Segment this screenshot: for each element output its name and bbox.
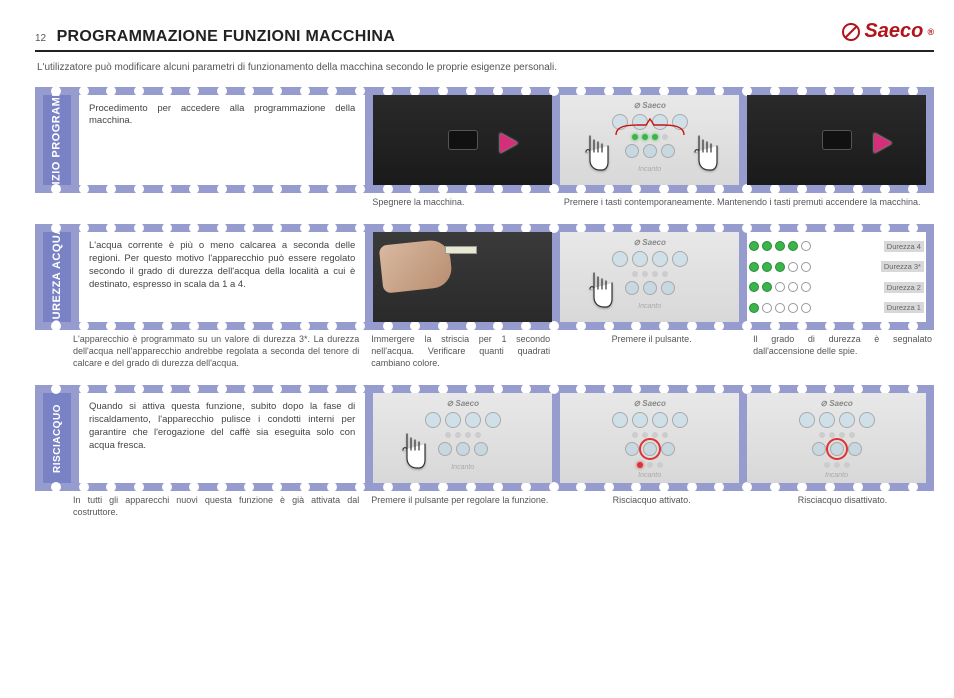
- section-text: Procedimento per accedere alla programma…: [79, 95, 365, 137]
- page-number: 12: [35, 33, 46, 44]
- section-tab: RISCIACQUO: [43, 393, 71, 483]
- section-tab: INIZIO PROGRAMM.: [43, 95, 71, 185]
- hand-icon: [578, 132, 612, 178]
- page-title: PROGRAMMAZIONE FUNZIONI MACCHINA: [57, 28, 395, 45]
- brand-logo: Saeco®: [842, 20, 934, 43]
- caption: Premere il pulsante.: [560, 334, 743, 369]
- bracket-icon: [610, 117, 690, 141]
- caption: In tutti gli apparecchi nuovi questa fun…: [71, 495, 361, 518]
- section-risciacquo: RISCIACQUO Quando si attiva questa funzi…: [35, 385, 934, 518]
- section-inizio-programm: INIZIO PROGRAMM. Procedimento per accede…: [35, 87, 934, 209]
- hand-icon: [582, 269, 616, 315]
- durezza-chart: Durezza 4 Durezza 3* Durezza 2 Durezza 1: [747, 232, 926, 322]
- section-text: Quando si attiva questa funzione, subito…: [79, 393, 365, 460]
- illustration-panel-activated: ⊘ Saeco Incanto: [560, 393, 739, 483]
- caption: Il grado di durezza è segnalato dall'acc…: [751, 334, 934, 369]
- durezza-row: Durezza 4: [749, 241, 924, 252]
- caption: Risciacquo attivato.: [560, 495, 743, 518]
- caption: Immergere la striscia per 1 secondo nell…: [369, 334, 552, 369]
- section-durezza-acqua: DUREZZA ACQUA L'acqua corrente è più o m…: [35, 224, 934, 369]
- hand-icon: [687, 132, 721, 178]
- illustration-machine-on: [747, 95, 926, 185]
- section-text: L'acqua corrente è più o meno calcarea a…: [79, 232, 365, 299]
- caption: Spegnere la macchina.: [370, 197, 554, 209]
- intro-text: L'utilizzatore può modificare alcuni par…: [37, 62, 934, 73]
- caption: L'apparecchio è programmato su un valore…: [71, 334, 361, 369]
- caption: Premere i tasti contemporaneamente. Mant…: [562, 197, 934, 209]
- durezza-row: Durezza 1: [749, 302, 924, 313]
- caption: Premere il pulsante per regolare la funz…: [369, 495, 552, 518]
- hand-icon: [395, 430, 429, 476]
- illustration-machine-off: [373, 95, 552, 185]
- film-sprockets: [35, 184, 934, 194]
- caption: Risciacquo disattivato.: [751, 495, 934, 518]
- section-tab: DUREZZA ACQUA: [43, 232, 71, 322]
- illustration-water-strip: [373, 232, 552, 322]
- durezza-row: Durezza 3*: [749, 261, 924, 272]
- saeco-slash-icon: [842, 23, 860, 41]
- illustration-panel-onehand: ⊘ Saeco Incanto: [560, 232, 739, 322]
- illustration-panel-twohands: ⊘ Saeco Incanto: [560, 95, 739, 185]
- illustration-panel-deactivated: ⊘ Saeco Incanto: [747, 393, 926, 483]
- illustration-panel-onehand: ⊘ Saeco Incanto: [373, 393, 552, 483]
- durezza-row: Durezza 2: [749, 282, 924, 293]
